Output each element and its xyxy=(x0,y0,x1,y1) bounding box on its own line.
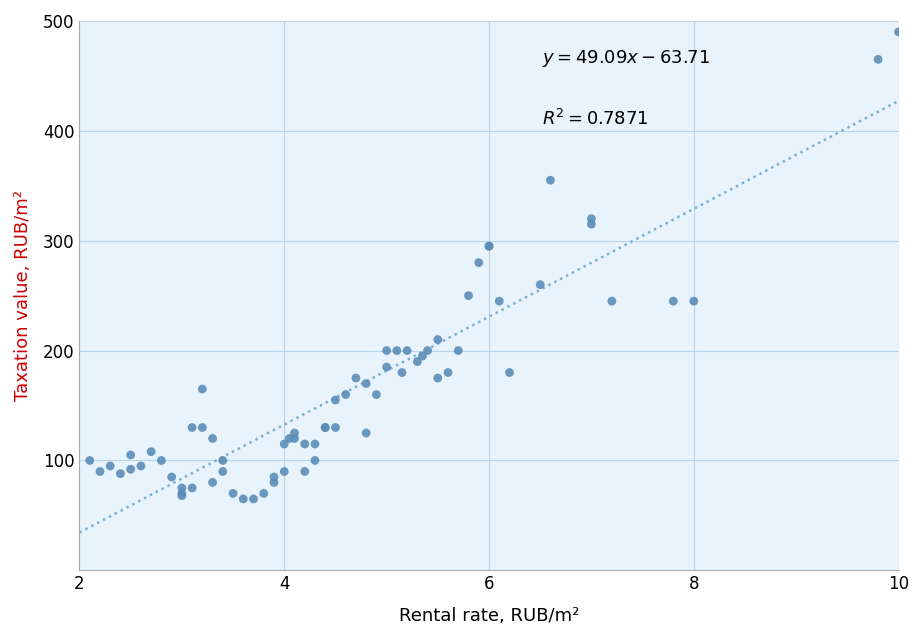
Point xyxy=(124,450,138,460)
Point xyxy=(174,491,189,501)
Point xyxy=(318,422,332,433)
Point xyxy=(297,466,312,477)
Point xyxy=(307,456,322,466)
Point xyxy=(102,461,117,471)
Point xyxy=(215,466,230,477)
Point xyxy=(226,488,241,498)
Point xyxy=(144,447,159,457)
Point xyxy=(410,357,425,367)
Point xyxy=(297,439,312,449)
Point xyxy=(395,367,410,378)
Text: $y = 49.09x - 63.71$: $y = 49.09x - 63.71$ xyxy=(542,49,710,70)
Point xyxy=(307,439,322,449)
Point xyxy=(267,477,282,488)
Point xyxy=(282,433,297,443)
Point xyxy=(205,433,220,443)
Point xyxy=(113,468,127,479)
Point xyxy=(430,334,445,344)
Point xyxy=(185,422,199,433)
Point xyxy=(462,291,476,301)
Point xyxy=(359,378,374,389)
Point xyxy=(584,219,599,229)
Point xyxy=(687,296,701,306)
Point xyxy=(472,258,486,268)
Point xyxy=(277,439,292,449)
Point xyxy=(287,428,302,438)
Point xyxy=(400,346,414,356)
Point xyxy=(533,279,547,289)
Point xyxy=(164,472,179,482)
Point xyxy=(379,362,394,372)
Point xyxy=(92,466,107,477)
Point xyxy=(185,483,199,493)
Point xyxy=(339,389,354,399)
Point xyxy=(124,464,138,474)
X-axis label: Rental rate, RUB/m²: Rental rate, RUB/m² xyxy=(399,607,580,625)
Point xyxy=(328,422,342,433)
Point xyxy=(154,456,169,466)
Point xyxy=(665,296,680,306)
Point xyxy=(892,27,906,37)
Point xyxy=(543,175,557,185)
Point xyxy=(277,466,292,477)
Point xyxy=(605,296,619,306)
Point xyxy=(492,296,507,306)
Point xyxy=(82,456,97,466)
Point xyxy=(195,384,210,394)
Point xyxy=(328,395,342,405)
Point xyxy=(584,213,599,224)
Point xyxy=(870,54,885,65)
Point xyxy=(349,373,364,383)
Point xyxy=(174,483,189,493)
Point xyxy=(246,494,261,504)
Point xyxy=(318,422,332,433)
Y-axis label: Taxation value, RUB/m²: Taxation value, RUB/m² xyxy=(14,190,32,401)
Point xyxy=(390,346,404,356)
Point xyxy=(287,433,302,443)
Text: $R^2 = 0.7871$: $R^2 = 0.7871$ xyxy=(542,109,649,129)
Point xyxy=(482,241,497,251)
Point xyxy=(430,373,445,383)
Point xyxy=(236,494,251,504)
Point xyxy=(379,346,394,356)
Point xyxy=(267,472,282,482)
Point xyxy=(205,477,220,488)
Point xyxy=(420,346,435,356)
Point xyxy=(359,428,374,438)
Point xyxy=(502,367,517,378)
Point xyxy=(257,488,271,498)
Point xyxy=(415,351,430,361)
Point xyxy=(215,456,230,466)
Point xyxy=(451,346,466,356)
Point xyxy=(482,241,497,251)
Point xyxy=(369,389,384,399)
Point xyxy=(174,488,189,498)
Point xyxy=(134,461,149,471)
Point xyxy=(440,367,455,378)
Point xyxy=(195,422,210,433)
